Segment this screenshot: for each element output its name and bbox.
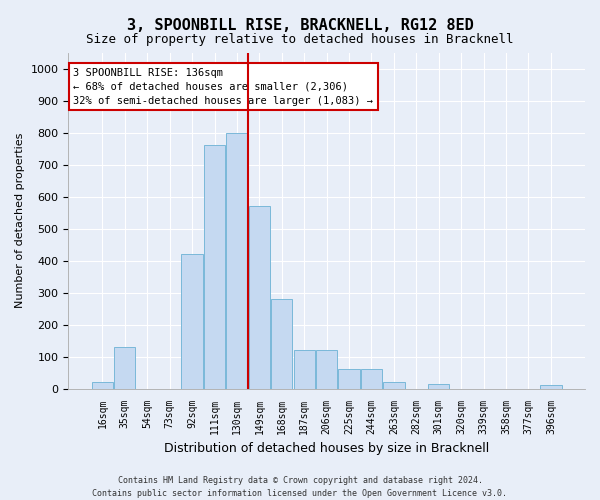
Bar	[338, 370, 360, 388]
Bar	[316, 350, 337, 389]
X-axis label: Distribution of detached houses by size in Bracknell: Distribution of detached houses by size …	[164, 442, 489, 455]
Text: Size of property relative to detached houses in Bracknell: Size of property relative to detached ho…	[86, 32, 514, 46]
Bar	[271, 299, 292, 388]
Bar	[92, 382, 113, 388]
Bar	[226, 132, 248, 388]
Bar	[181, 254, 203, 388]
Bar	[293, 350, 315, 389]
Bar	[204, 146, 225, 388]
Text: 3, SPOONBILL RISE, BRACKNELL, RG12 8ED: 3, SPOONBILL RISE, BRACKNELL, RG12 8ED	[127, 18, 473, 32]
Bar	[114, 347, 136, 389]
Bar	[361, 370, 382, 388]
Text: Contains HM Land Registry data © Crown copyright and database right 2024.
Contai: Contains HM Land Registry data © Crown c…	[92, 476, 508, 498]
Y-axis label: Number of detached properties: Number of detached properties	[15, 133, 25, 308]
Text: 3 SPOONBILL RISE: 136sqm
← 68% of detached houses are smaller (2,306)
32% of sem: 3 SPOONBILL RISE: 136sqm ← 68% of detach…	[73, 68, 373, 106]
Bar	[428, 384, 449, 388]
Bar	[249, 206, 270, 388]
Bar	[540, 386, 562, 388]
Bar	[383, 382, 404, 388]
